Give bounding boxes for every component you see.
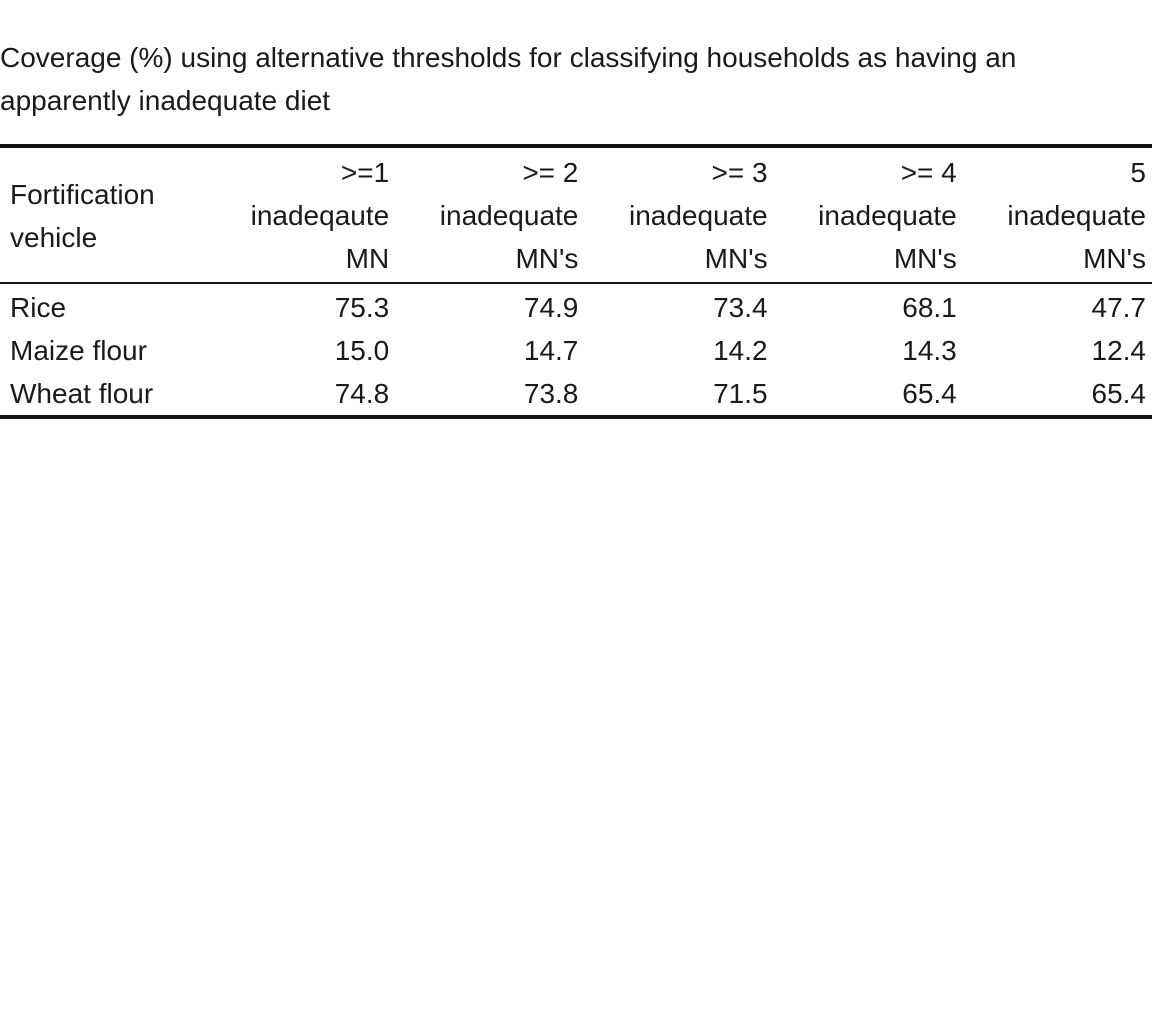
header-threshold-2: >= 2 inadequate MN's	[395, 146, 585, 284]
header-threshold-1: >=1 inadeqaute MN	[206, 146, 396, 284]
header-line: 5	[1130, 157, 1146, 188]
table-cell: 73.8	[523, 378, 579, 409]
header-line: MN's	[515, 243, 579, 274]
header-row: Fortification vehicle >=1 inadeqaute MN …	[0, 146, 1152, 284]
table-cell: 47.7	[1091, 292, 1147, 323]
table-caption: Coverage (%) using alternative threshold…	[0, 42, 1017, 116]
header-threshold-4: >= 4 inadequate MN's	[773, 146, 963, 284]
table-row: Rice 75.3 74.9 73.4 68.1 47.7	[0, 283, 1152, 329]
table-header: Fortification vehicle >=1 inadeqaute MN …	[0, 146, 1152, 284]
table-cell: 12.4	[1091, 335, 1147, 366]
header-line: MN's	[1083, 243, 1146, 274]
header-line: inadequate	[628, 200, 768, 231]
table-cell: 15.0	[334, 335, 390, 366]
table-row: Maize flour 15.0 14.7 14.2 14.3 12.4	[0, 329, 1152, 372]
table-cell: 65.4	[1091, 378, 1147, 409]
table-cell: 14.2	[713, 335, 768, 366]
header-line: >= 2	[522, 157, 579, 188]
header-line: inadequate	[818, 200, 957, 231]
coverage-table: Fortification vehicle >=1 inadeqaute MN …	[0, 144, 1152, 419]
header-line: inadequate	[1007, 200, 1146, 231]
table-cell: 75.3	[334, 292, 390, 323]
table-cell: 65.4	[902, 378, 957, 409]
row-label-rice: Rice	[10, 292, 67, 323]
table-container: Coverage (%) using alternative threshold…	[0, 0, 1152, 419]
header-line: >= 3	[711, 157, 768, 188]
table-cell: 74.9	[523, 292, 579, 323]
header-line: >= 4	[900, 157, 957, 188]
header-line: vehicle	[10, 221, 98, 253]
row-label-wheat-flour: Wheat flour	[10, 378, 154, 409]
table-cell: 71.5	[713, 378, 768, 409]
header-line: inadeqaute	[250, 200, 390, 231]
table-cell: 68.1	[902, 292, 957, 323]
header-fortification-vehicle: Fortification vehicle	[0, 146, 206, 284]
header-line: >=1	[340, 157, 390, 188]
table-cell: 14.3	[902, 335, 957, 366]
table-cell: 14.7	[523, 335, 579, 366]
header-line: MN's	[893, 243, 957, 274]
header-threshold-3: >= 3 inadequate MN's	[584, 146, 774, 284]
header-line: inadequate	[439, 200, 579, 231]
header-line: Fortification	[10, 178, 155, 210]
table-row: Wheat flour 74.8 73.8 71.5 65.4 65.4	[0, 372, 1152, 417]
row-label-maize-flour: Maize flour	[10, 335, 147, 366]
header-threshold-5: 5 inadequate MN's	[962, 146, 1152, 284]
table-cell: 74.8	[334, 378, 390, 409]
table-cell: 73.4	[713, 292, 768, 323]
header-line: MN's	[704, 243, 768, 274]
header-line: MN	[345, 243, 390, 274]
table-body: Rice 75.3 74.9 73.4 68.1 47.7 Maize flou…	[0, 283, 1152, 417]
